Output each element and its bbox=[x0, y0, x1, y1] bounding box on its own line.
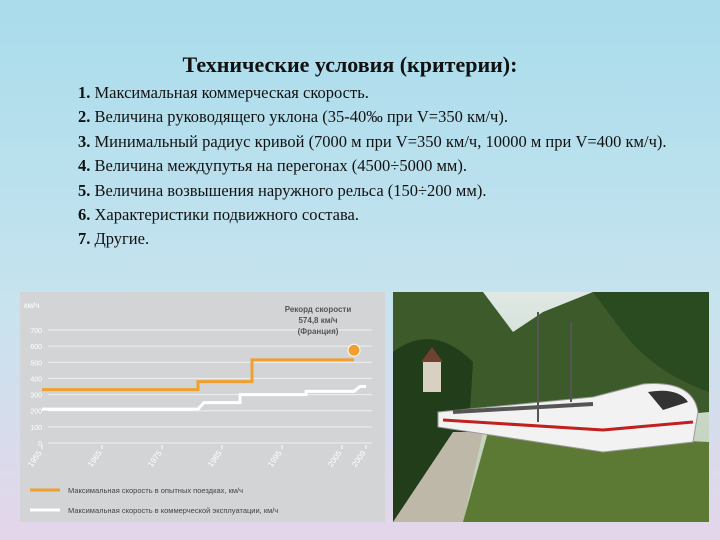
annotation: (Франция) bbox=[298, 327, 339, 336]
y-tick-label: 200 bbox=[30, 409, 42, 416]
list-item: 5. Величина возвышения наружного рельса … bbox=[78, 179, 688, 203]
annotation: Рекорд скорости bbox=[285, 305, 352, 314]
legend-label: Максимальная скорость в коммерческой экс… bbox=[68, 506, 278, 515]
item-number: 1. bbox=[78, 83, 91, 102]
y-tick-label: 700 bbox=[30, 328, 42, 335]
slide-title: Технические условия (критерии): bbox=[182, 52, 518, 77]
list-item: 6. Характеристики подвижного состава. bbox=[78, 203, 688, 227]
item-text: Минимальный радиус кривой (7000 м при V=… bbox=[94, 131, 667, 151]
item-text: Величина междупутья на перегонах (4500÷5… bbox=[94, 156, 467, 176]
item-number: 3. bbox=[78, 131, 91, 151]
y-tick-label: 500 bbox=[30, 360, 42, 367]
item-text: Характеристики подвижного состава. bbox=[94, 205, 359, 225]
item-number: 5. bbox=[78, 180, 91, 200]
item-text: Другие. bbox=[94, 229, 150, 249]
annotation: 574,8 км/ч bbox=[298, 316, 337, 325]
y-axis-label: км/ч bbox=[24, 301, 39, 310]
list-item: 7. Другие. bbox=[78, 227, 688, 251]
y-tick-label: 300 bbox=[30, 393, 42, 400]
item-text: Максимальная коммерческая скорость. bbox=[94, 83, 369, 102]
legend-label: Максимальная скорость в опытных поездках… bbox=[68, 486, 243, 495]
item-number: 4. bbox=[78, 156, 91, 176]
list-item: 3. Минимальный радиус кривой (7000 м при… bbox=[78, 130, 688, 154]
series-line bbox=[42, 358, 354, 392]
train-photo bbox=[393, 292, 709, 522]
list-item: 1. Максимальная коммерческая скорость. bbox=[78, 81, 688, 105]
item-number: 2. bbox=[78, 107, 91, 127]
y-tick-label: 400 bbox=[30, 376, 42, 383]
item-number: 7. bbox=[78, 229, 91, 249]
list-item: 4. Величина междупутья на перегонах (450… bbox=[78, 154, 688, 178]
y-tick-label: 0 bbox=[38, 441, 42, 448]
criteria-list: 1. Максимальная коммерческая скорость. 2.… bbox=[78, 81, 688, 252]
item-text: Величина возвышения наружного рельса (15… bbox=[94, 180, 487, 200]
list-item: 2. Величина руководящего уклона (35-40‰ … bbox=[78, 105, 688, 129]
y-tick-label: 600 bbox=[30, 344, 42, 351]
y-tick-label: 100 bbox=[30, 425, 42, 432]
item-text: Величина руководящего уклона (35-40‰ при… bbox=[94, 107, 508, 127]
item-number: 6. bbox=[78, 205, 91, 225]
record-point bbox=[347, 343, 361, 357]
series-line bbox=[42, 385, 366, 411]
